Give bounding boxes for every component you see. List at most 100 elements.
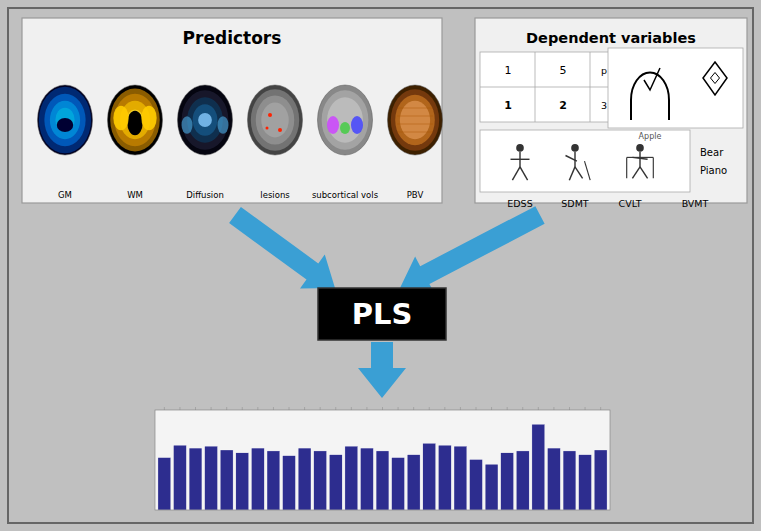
bar (283, 456, 296, 510)
bars (158, 424, 607, 510)
bar (407, 455, 420, 510)
gyri-line (397, 108, 433, 109)
word-label: Bear (700, 147, 724, 158)
diamond (703, 62, 727, 95)
bar (205, 446, 218, 510)
brain-outline (108, 85, 163, 155)
brain-outline (248, 85, 303, 155)
x-tick (179, 407, 180, 410)
bar (361, 448, 374, 510)
x-tick (226, 407, 227, 410)
brain-part (256, 96, 295, 145)
dependent-label: CVLT (619, 198, 642, 209)
bar (454, 446, 467, 510)
bar (189, 448, 202, 510)
limb (640, 167, 648, 178)
plot-background (155, 410, 610, 510)
grid-number: 2 (559, 99, 567, 112)
grid-number: 1 (504, 99, 512, 112)
bar (376, 451, 389, 510)
bar (251, 448, 264, 510)
bar (236, 453, 249, 510)
decorations (0, 0, 761, 531)
brain-scan (388, 85, 443, 155)
x-tick (413, 407, 414, 410)
brain-part (57, 118, 74, 132)
brain-outline (318, 85, 373, 155)
x-tick (475, 407, 476, 410)
brain-scan (178, 85, 233, 155)
limb (569, 167, 575, 180)
bar (563, 451, 576, 510)
lesion-dot (268, 113, 272, 117)
brain-part (182, 90, 229, 150)
x-tick (507, 407, 508, 410)
brain-part (55, 108, 74, 133)
predictor-label: PBV (407, 190, 424, 200)
bar (594, 450, 607, 510)
background (0, 0, 761, 531)
x-tick (585, 407, 586, 410)
brain-scan (108, 85, 163, 155)
limb (566, 156, 577, 162)
limb (639, 152, 640, 167)
x-tick (289, 407, 290, 410)
brain-part (395, 95, 435, 145)
brain-outline (38, 85, 93, 155)
x-tick (600, 407, 601, 410)
predictor-label: subcortical vols (312, 190, 379, 200)
figure-box (480, 130, 690, 192)
plot-frame (155, 410, 610, 510)
inner-diamond (711, 73, 720, 84)
limb (512, 167, 520, 180)
brain-part (141, 106, 156, 131)
checkmark (644, 68, 660, 90)
limb (575, 167, 583, 178)
x-tick (522, 407, 523, 410)
x-tick (195, 407, 196, 410)
predictors-title: Predictors (183, 28, 282, 48)
word-label: Apple (639, 132, 662, 141)
dependent-title: Dependent variables (526, 30, 696, 46)
brain-part (261, 103, 289, 138)
brain-part (391, 89, 439, 151)
head (571, 144, 579, 152)
arrow (358, 342, 406, 398)
x-tick (335, 407, 336, 410)
brain-outline (178, 85, 233, 155)
predictors-box (22, 18, 442, 203)
brain-scan (38, 85, 93, 155)
brain-part (50, 101, 80, 140)
x-tick (460, 407, 461, 410)
bar (532, 424, 545, 510)
x-tick (257, 407, 258, 410)
arrow (229, 207, 335, 289)
x-tick (398, 407, 399, 410)
dependent-label: EDSS (507, 198, 532, 209)
limb (511, 159, 530, 160)
bar (158, 458, 171, 510)
head (516, 144, 524, 152)
diagram: PredictorsGMWMDiffusionlesionssubcortica… (0, 0, 761, 531)
bar (579, 455, 592, 510)
x-tick (382, 407, 383, 410)
brain-part (327, 97, 363, 143)
bar (174, 445, 187, 510)
x-tick (242, 407, 243, 410)
bar (314, 451, 327, 510)
brain-part (340, 122, 350, 134)
x-tick (429, 407, 430, 410)
brain-part (327, 116, 339, 134)
brain-outline (388, 85, 443, 155)
brain-part (198, 113, 212, 127)
bar (267, 451, 280, 510)
brain-part (39, 87, 91, 154)
arrow (400, 206, 545, 294)
brain-part (113, 106, 128, 131)
x-tick (211, 407, 212, 410)
stick-figure (511, 144, 530, 180)
bar (548, 448, 561, 510)
brain-part (182, 116, 193, 134)
brain-part (110, 89, 160, 152)
limb (627, 157, 654, 158)
